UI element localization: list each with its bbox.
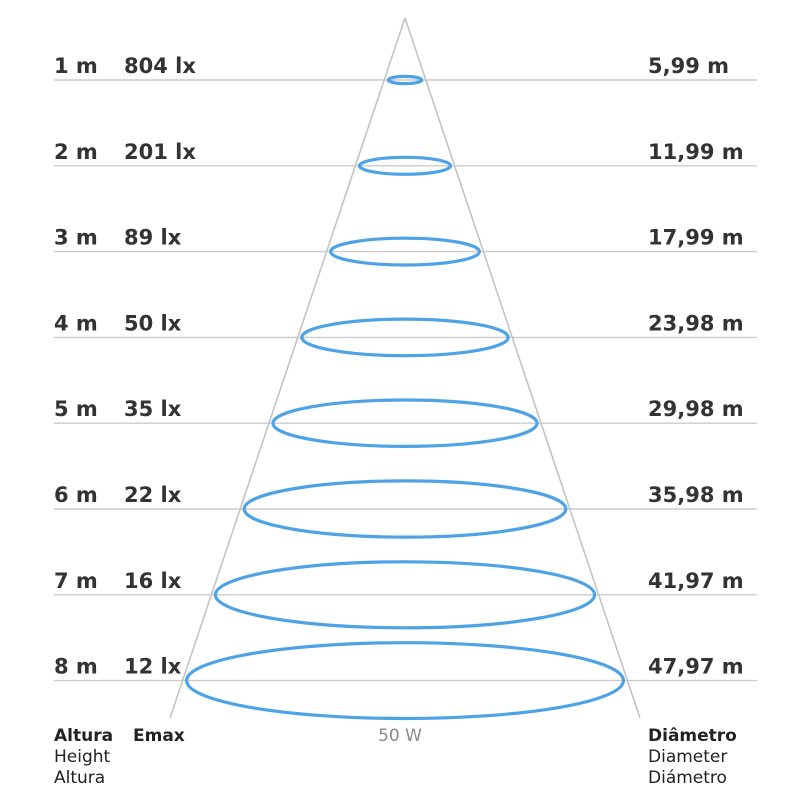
height-label-en: Height xyxy=(54,747,111,767)
height-label-es: Altura xyxy=(54,768,105,788)
beam-ring xyxy=(185,641,625,721)
power-label: 50 W xyxy=(378,726,422,746)
row-height: 1 m xyxy=(54,54,98,78)
row-height: 4 m xyxy=(54,311,98,335)
row-diameter: 29,98 m xyxy=(648,397,744,421)
row-height: 6 m xyxy=(54,483,98,507)
row-emax: 201 lx xyxy=(124,140,196,164)
row-emax: 12 lx xyxy=(124,655,182,679)
cone-right-edge xyxy=(404,17,641,719)
row-emax: 89 lx xyxy=(124,226,182,250)
row-height: 3 m xyxy=(54,226,98,250)
beam-ring xyxy=(213,560,597,630)
row-diameter: 17,99 m xyxy=(648,226,744,250)
row-emax: 35 lx xyxy=(124,397,182,421)
footer: Altura Height Altura Emax 50 W Diâmetro … xyxy=(54,726,737,788)
beam-ring xyxy=(357,155,453,176)
emax-label: Emax xyxy=(133,726,185,746)
height-label-pt: Altura xyxy=(54,726,113,746)
row-labels: 1 m 804 lx 5,99 m 2 m 201 lx 11,99 m 3 m 89 lx 1… xyxy=(54,54,744,679)
beam-ring xyxy=(386,74,424,86)
row-emax: 22 lx xyxy=(124,483,182,507)
row-diameter: 5,99 m xyxy=(648,54,729,78)
row-diameter: 35,98 m xyxy=(648,483,744,507)
beam-rings xyxy=(185,74,625,721)
row-emax: 50 lx xyxy=(124,311,182,335)
row-diameter: 11,99 m xyxy=(648,140,744,164)
row-diameter: 23,98 m xyxy=(648,311,744,335)
diameter-label-en: Diameter xyxy=(648,747,727,767)
row-diameter: 41,97 m xyxy=(648,569,744,593)
diameter-label-es: Diámetro xyxy=(648,768,727,788)
beam-ring xyxy=(329,236,482,267)
row-emax: 804 lx xyxy=(124,54,196,78)
row-emax: 16 lx xyxy=(124,569,182,593)
beam-ring xyxy=(300,317,510,358)
diameter-label-pt: Diâmetro xyxy=(648,726,737,746)
beam-cone xyxy=(169,17,641,719)
row-height: 5 m xyxy=(54,397,98,421)
row-diameter: 47,97 m xyxy=(648,655,744,679)
row-height: 2 m xyxy=(54,140,98,164)
row-height: 7 m xyxy=(54,569,98,593)
cone-left-edge xyxy=(169,17,406,719)
beam-ring xyxy=(271,398,539,449)
beam-ring xyxy=(242,479,568,539)
row-height: 8 m xyxy=(54,655,98,679)
row-lines xyxy=(54,79,757,682)
